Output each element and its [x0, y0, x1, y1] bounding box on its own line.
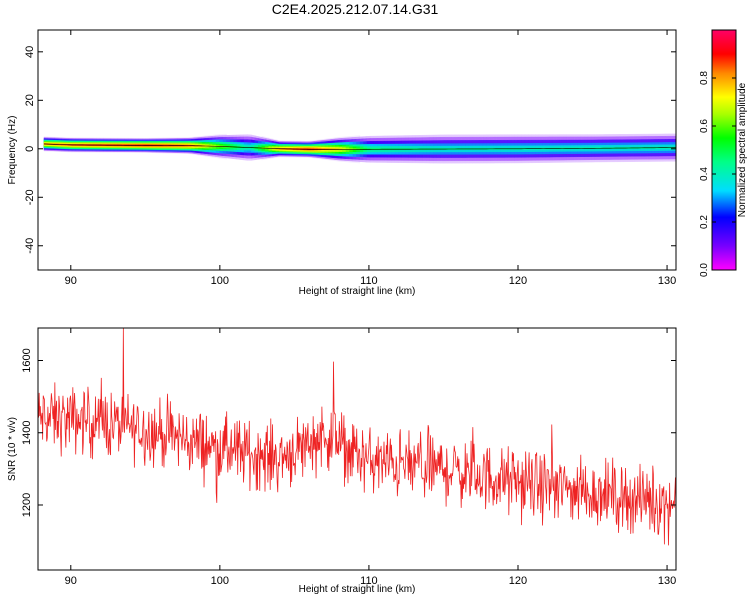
spectrogram-panel: 90 100 110 120 130 -40 -20 0 20 40 Height of stra…	[7, 29, 677, 297]
snr-y-axis-label: SNR (10 * v/v)	[7, 417, 18, 481]
chart-title: C2E4.2025.212.07.14.G31	[271, 1, 439, 17]
spectrogram-x-tick-label: 120	[509, 275, 527, 287]
spectrogram-frame	[37, 29, 677, 271]
spectrogram-x-axis-label: Height of straight line (km)	[299, 286, 416, 297]
colorbar-tick-label: 0.6	[699, 119, 710, 133]
colorbar-label: Normalized spectral amplitude	[737, 82, 748, 217]
snr-x-tick-label: 90	[65, 575, 77, 587]
spectrogram-ridge-line	[43, 143, 676, 150]
spectrogram-x-tick-label: 110	[360, 275, 378, 287]
spectrogram-y-tick-label: 40	[24, 46, 36, 58]
snr-frame	[37, 327, 677, 571]
spectrogram-y-tick-label: 20	[24, 94, 36, 106]
snr-y-tick-label: 1600	[21, 348, 33, 372]
snr-series-line	[38, 328, 676, 546]
spectrogram-y-tick-label: -40	[24, 238, 36, 254]
colorbar: 0.0 0.2 0.4 0.6 0.8 Normalized spectral ampl…	[699, 29, 748, 277]
colorbar-tick-label: 0.4	[699, 167, 710, 181]
colorbar-tick-label: 0.0	[699, 263, 710, 277]
spectrogram-y-tick-label: -20	[24, 189, 36, 205]
snr-panel: 90 100 110 120 130 1200 1400 1600 Height of str…	[7, 327, 677, 595]
spectrogram-y-tick-label: 0	[24, 146, 36, 152]
snr-x-axis-label: Height of straight line (km)	[299, 584, 416, 595]
snr-y-tick-label: 1200	[21, 493, 33, 517]
colorbar-tick-label: 0.2	[699, 215, 710, 229]
spectrogram-y-axis-label: Frequency (Hz)	[7, 116, 18, 185]
colorbar-gradient	[711, 29, 737, 271]
spectrogram-x-tick-label: 100	[211, 275, 229, 287]
snr-y-tick-label: 1400	[21, 421, 33, 445]
snr-x-tick-label: 130	[658, 575, 676, 587]
spectrogram-x-tick-label: 90	[65, 275, 77, 287]
snr-x-tick-label: 120	[509, 575, 527, 587]
snr-x-tick-label: 100	[211, 575, 229, 587]
snr-x-tick-label: 110	[360, 575, 378, 587]
spectrogram-x-tick-label: 130	[658, 275, 676, 287]
colorbar-tick-label: 0.8	[699, 71, 710, 85]
